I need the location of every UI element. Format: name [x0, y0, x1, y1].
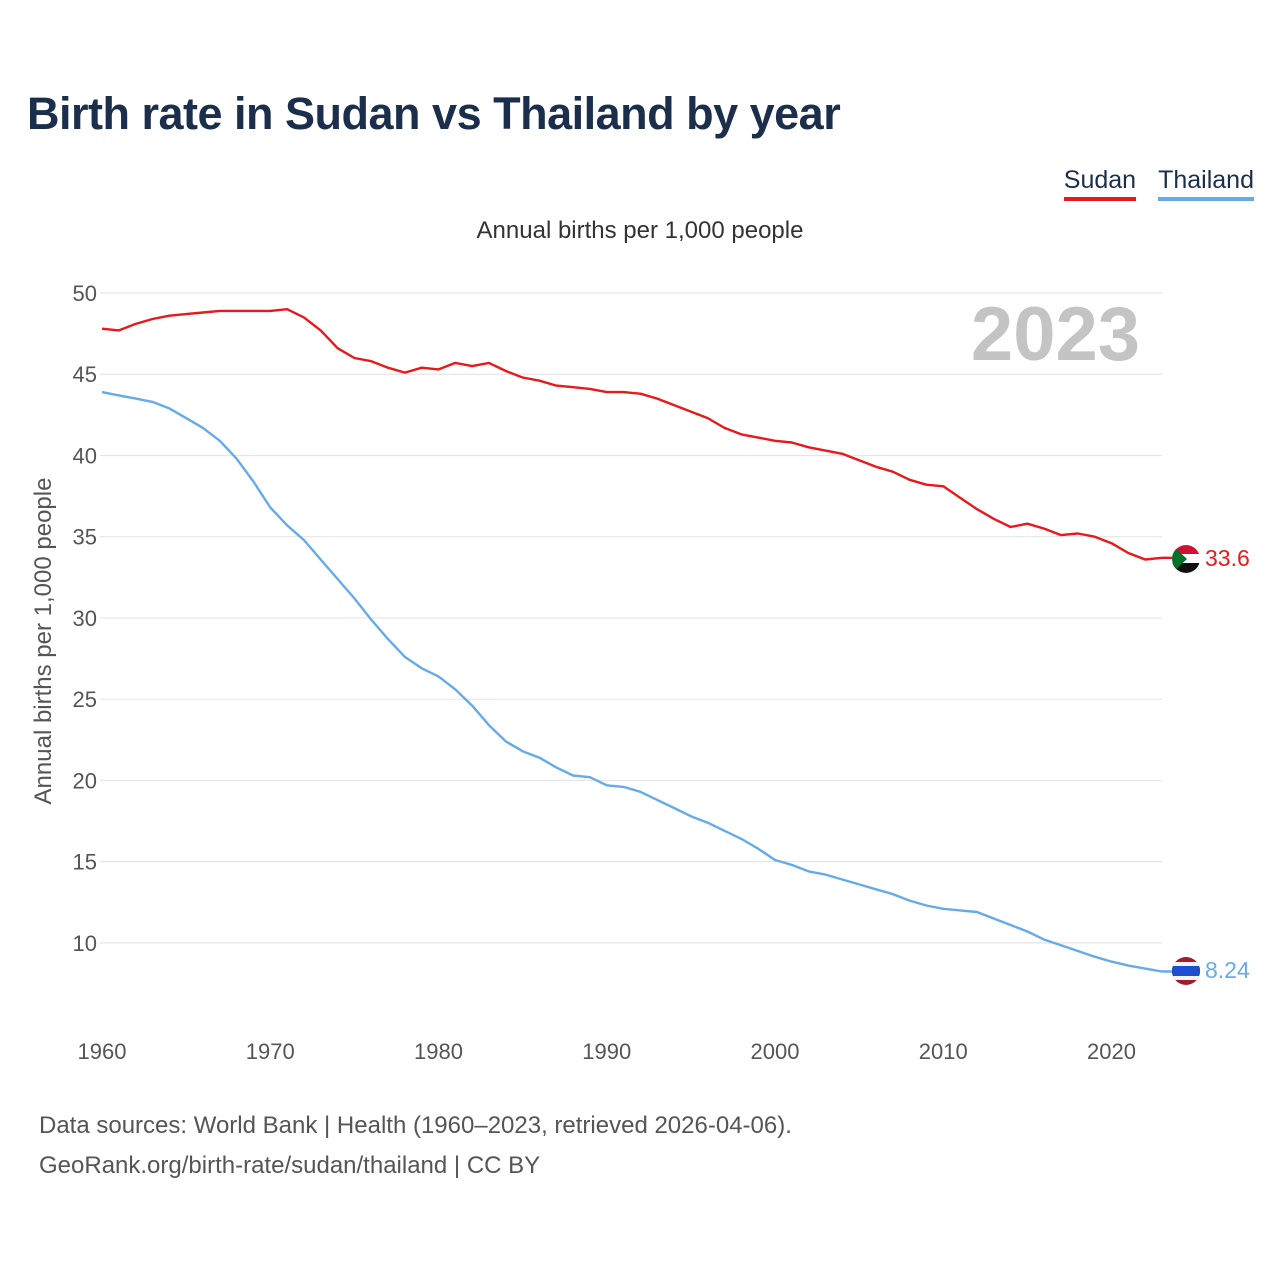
y-tick-label: 35 [73, 525, 97, 550]
y-tick-label: 30 [73, 606, 97, 631]
legend: Sudan Thailand [1063, 166, 1254, 201]
y-tick-label: 15 [73, 850, 97, 875]
x-tick-label: 2010 [919, 1039, 968, 1064]
legend-item-sudan[interactable]: Sudan [1063, 166, 1137, 201]
y-axis-ticks: 10 15 20 25 30 35 40 45 50 [73, 281, 97, 956]
y-axis-label: Annual births per 1,000 people [30, 478, 57, 805]
y-tick-label: 20 [73, 768, 97, 793]
source-line-1: Data sources: World Bank | Health (1960–… [39, 1112, 792, 1139]
chart-subtitle: Annual births per 1,000 people [476, 217, 804, 244]
line-chart: 10 15 20 25 30 35 40 45 50 1960 1970 1980 1990 2000 2… [30, 281, 1250, 1064]
x-tick-label: 1960 [78, 1039, 127, 1064]
source-line-2[interactable]: GeoRank.org/birth-rate/sudan/thailand | … [39, 1152, 541, 1179]
series-line-thailand [101, 390, 1172, 973]
chart-title: Birth rate in Sudan vs Thailand by year [27, 88, 841, 139]
x-axis-ticks: 1960 1970 1980 1990 2000 2010 2020 [78, 1039, 1136, 1064]
end-label-thailand: 8.24 [1205, 957, 1250, 983]
x-tick-label: 2020 [1087, 1039, 1136, 1064]
series-line-sudan [101, 308, 1172, 561]
x-tick-label: 1970 [246, 1039, 295, 1064]
year-watermark: 2023 [971, 292, 1140, 377]
y-tick-label: 10 [73, 931, 97, 956]
source-note: Data sources: World Bank | Health (1960–… [39, 1106, 792, 1186]
legend-item-thailand[interactable]: Thailand [1158, 166, 1254, 201]
sudan-flag-icon [1172, 545, 1200, 573]
end-label-sudan: 33.6 [1205, 545, 1250, 571]
thailand-flag-icon [1172, 957, 1200, 985]
y-tick-label: 50 [73, 281, 97, 306]
series-lines [101, 308, 1172, 973]
y-tick-label: 25 [73, 687, 97, 712]
y-tick-label: 45 [73, 362, 97, 387]
y-tick-label: 40 [73, 443, 97, 468]
grid-lines [100, 292, 1162, 944]
x-tick-label: 2000 [751, 1039, 800, 1064]
x-tick-label: 1980 [414, 1039, 463, 1064]
x-tick-label: 1990 [582, 1039, 631, 1064]
